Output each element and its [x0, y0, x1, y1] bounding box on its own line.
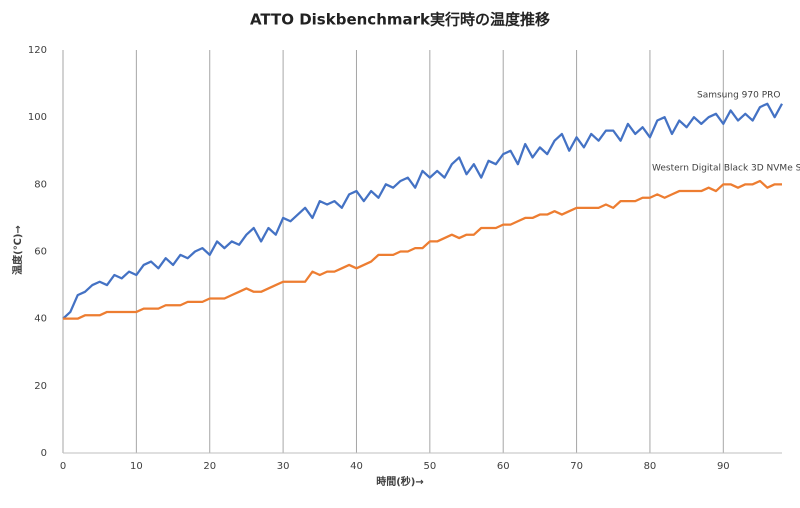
- y-axis-title: 温度(℃)→: [11, 225, 24, 275]
- x-tick-label: 30: [277, 461, 290, 472]
- x-axis-title: 時間(秒)→: [376, 475, 424, 488]
- y-tick-label: 0: [41, 448, 47, 459]
- y-tick-label: 40: [34, 314, 47, 325]
- x-tick-label: 50: [423, 461, 436, 472]
- x-tick-label: 40: [350, 461, 363, 472]
- y-tick-label: 80: [34, 179, 47, 190]
- y-tick-label: 20: [34, 381, 47, 392]
- line-series: [62, 102, 783, 320]
- x-tick-label: 20: [203, 461, 216, 472]
- x-tick-label: 80: [644, 461, 657, 472]
- series-label: Western Digital Black 3D NVMe SSD: [652, 164, 800, 174]
- x-tick-label: 10: [130, 461, 143, 472]
- series-label: Samsung 970 PRO: [697, 91, 780, 101]
- x-tick-label: 90: [717, 461, 730, 472]
- x-tick-label: 60: [497, 461, 510, 472]
- chart-title: ATTO Diskbenchmark実行時の温度推移: [250, 11, 550, 29]
- y-tick-label: 60: [34, 247, 47, 258]
- y-tick-label: 100: [28, 112, 47, 123]
- x-tick-label: 0: [60, 461, 66, 472]
- line-series: [63, 179, 782, 320]
- x-tick-label: 70: [570, 461, 583, 472]
- y-tick-label: 120: [28, 45, 47, 56]
